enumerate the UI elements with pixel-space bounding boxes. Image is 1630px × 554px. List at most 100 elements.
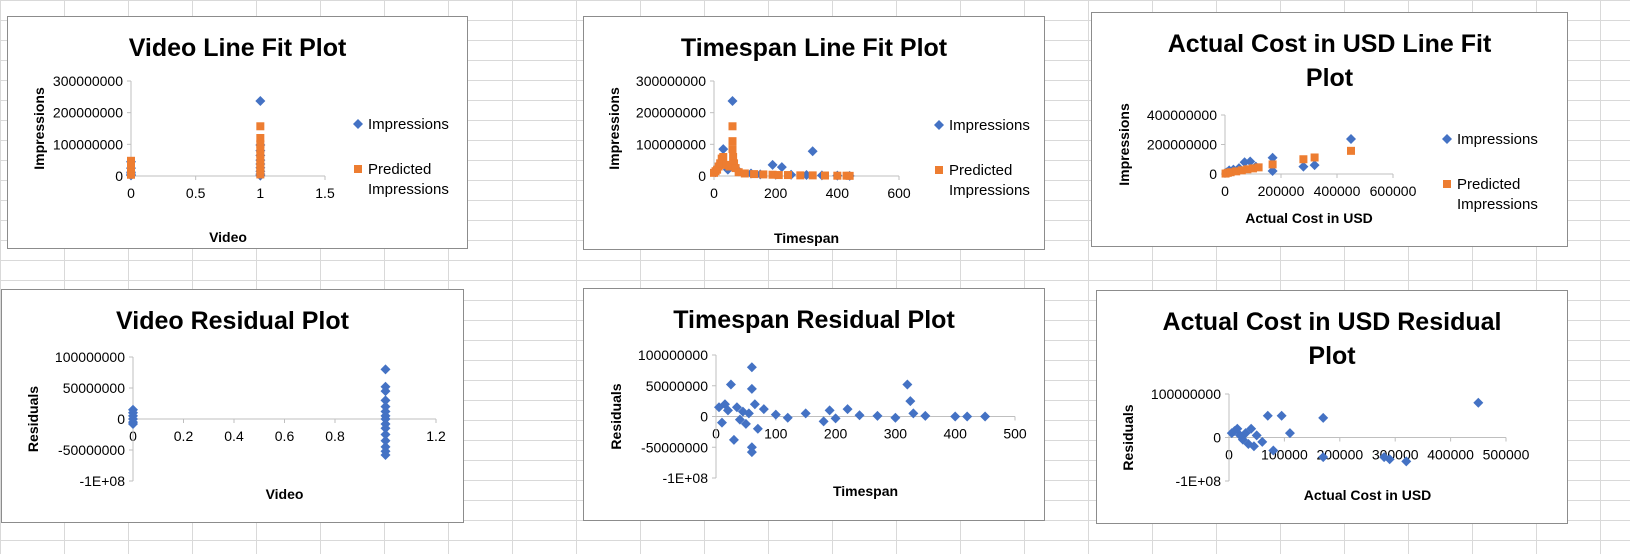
x-tick-label: 200000 (1316, 447, 1363, 463)
data-point (1384, 454, 1395, 465)
x-tick-label: 500000 (1483, 447, 1530, 463)
data-point (842, 404, 853, 415)
data-point (728, 434, 739, 445)
data-point (920, 410, 931, 421)
data-point (1248, 441, 1259, 452)
data-point (727, 95, 738, 106)
x-tick-label: 1.2 (426, 428, 446, 444)
data-point (821, 171, 829, 180)
x-tick-label: 200000 (1258, 183, 1305, 199)
data-point (719, 153, 728, 161)
legend-impressions-marker (1442, 134, 1452, 144)
data-point (830, 413, 841, 424)
chart-title: Timespan Residual Plot (673, 306, 955, 334)
data-point (1318, 412, 1329, 423)
x-tick-label: 0.6 (275, 428, 295, 444)
data-point (776, 162, 787, 173)
chart-title: Actual Cost in USD Line Fit Plot (1167, 30, 1492, 92)
data-point (740, 418, 751, 429)
data-point (1473, 397, 1484, 408)
data-point (256, 149, 265, 158)
legend-impressions-label: Impressions (368, 116, 449, 133)
chart-plot: -1E+080100000000010000020000030000040000… (1120, 386, 1530, 503)
x-tick-label: 1.5 (315, 185, 335, 201)
y-tick-label: 300000000 (53, 73, 123, 89)
data-point (728, 137, 737, 146)
data-point (256, 134, 265, 142)
data-point (127, 162, 135, 171)
chart-title: Video Line Fit Plot (128, 34, 347, 62)
legend-predicted-label-1: Predicted (949, 162, 1012, 179)
chart-plot: 0 100000000 200000000 300000000 0 0.5 1 1.5 Vide… (31, 73, 449, 245)
data-point (256, 170, 265, 179)
data-point (746, 447, 757, 458)
y-axis-title: Residuals (1120, 404, 1136, 470)
y-axis-title: Residuals (608, 383, 624, 449)
legend-predicted-marker (1443, 180, 1451, 188)
legend-predicted-marker (354, 165, 362, 173)
data-point (808, 171, 817, 180)
chart-plot: -1E+08-5000000005000000010000000000.20.4… (25, 349, 446, 502)
data-point (1243, 439, 1254, 450)
legend-impressions-marker (353, 119, 363, 129)
data-point (784, 171, 792, 180)
data-point (750, 170, 759, 179)
y-tick-label: 200000000 (1147, 137, 1217, 153)
y-tick-label: 100000000 (53, 136, 123, 152)
data-point (746, 383, 757, 394)
data-point (1401, 456, 1412, 467)
data-point (380, 435, 391, 446)
legend-predicted-label-1: Predicted (368, 161, 431, 178)
chart-timespan-residual[interactable]: Timespan Residual Plot -1E+08 -50000000 0 5… (583, 288, 1045, 521)
data-point (890, 412, 901, 423)
y-tick-label: 0 (115, 168, 123, 184)
chart-cost-line-fit[interactable]: Actual Cost in USD Line Fit Plot 0 200000… (1091, 12, 1568, 247)
y-tick-label: -1E+08 (662, 470, 708, 486)
x-tick-label: 100 (764, 426, 788, 442)
data-point (950, 411, 961, 422)
data-point (1268, 445, 1279, 456)
chart-plot: -1E+08-500000000500000001000000000100200… (608, 347, 1027, 499)
chart-video-line-fit[interactable]: Video Line Fit Plot 0 100000000 200000000 3… (7, 16, 468, 249)
data-point (737, 406, 748, 417)
data-point (824, 405, 835, 416)
data-point (1249, 164, 1257, 173)
data-point (734, 168, 743, 177)
y-tick-label: 300000000 (636, 73, 706, 89)
data-point (1299, 155, 1308, 164)
y-axis-title: Impressions (606, 87, 622, 170)
data-point (1347, 146, 1355, 155)
legend-predicted-label-2: Impressions (949, 182, 1030, 199)
x-tick-label: 200 (824, 426, 848, 442)
data-point (255, 95, 266, 106)
data-point (767, 159, 778, 170)
x-axis-title: Video (209, 229, 247, 245)
x-tick-label: 0 (710, 185, 718, 201)
data-point (768, 170, 777, 179)
y-tick-label: 100000000 (636, 136, 706, 152)
chart-title: Actual Cost in USD Residual Plot (1162, 308, 1502, 370)
y-tick-label: 0 (698, 168, 706, 184)
legend-predicted-label-1: Predicted (1457, 176, 1520, 193)
data-point (749, 399, 760, 410)
x-tick-label: 500 (1003, 426, 1027, 442)
y-axis-title: Residuals (25, 386, 41, 452)
x-axis-title: Timespan (774, 230, 839, 246)
data-point (734, 414, 745, 425)
x-tick-label: 400 (944, 426, 968, 442)
y-tick-label: 200000000 (636, 105, 706, 121)
chart-timespan-line-fit[interactable]: Timespan Line Fit Plot 0 100000000 2000000… (583, 16, 1045, 250)
data-point (716, 159, 725, 168)
y-tick-label: 50000000 (63, 380, 126, 396)
data-point (807, 146, 818, 157)
chart-plot: 0 100000000 200000000 300000000 0 200 400 600 Ti… (606, 73, 1030, 246)
legend-impressions-label: Impressions (1457, 131, 1538, 148)
data-point (380, 429, 391, 440)
chart-video-residual[interactable]: Video Residual Plot -1E+08 -50000000 0 5000… (1, 289, 464, 523)
y-tick-label: 0 (1213, 430, 1221, 446)
data-point (1298, 161, 1309, 172)
chart-cost-residual[interactable]: Actual Cost in USD Residual Plot -1E+08 0… (1096, 290, 1568, 524)
y-tick-label: -1E+08 (1175, 473, 1221, 489)
legend-impressions-label: Impressions (949, 117, 1030, 134)
data-point (380, 386, 391, 397)
